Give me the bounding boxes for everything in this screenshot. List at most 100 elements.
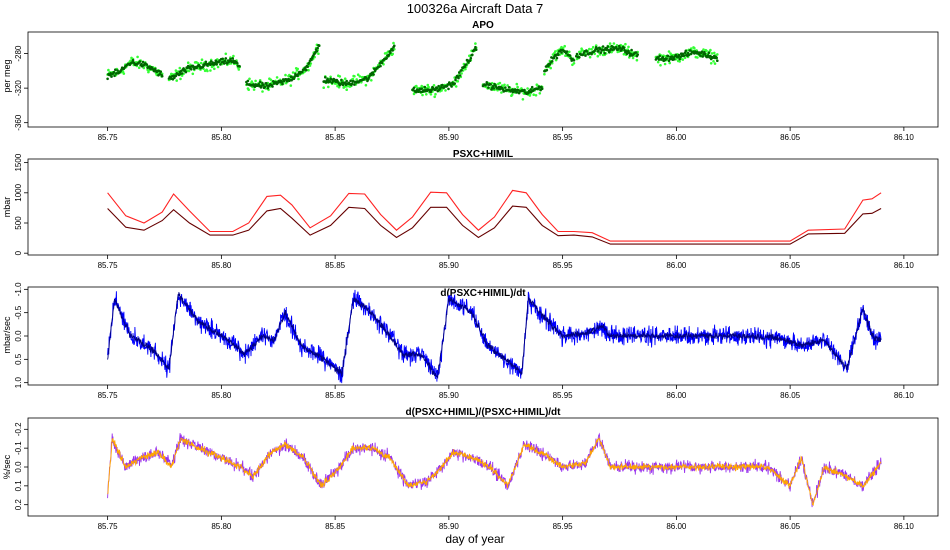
data-point [417,90,420,93]
data-point [584,54,587,57]
x-tick-label: 85.80 [211,391,232,400]
data-point [550,60,554,63]
data-point [206,69,209,73]
data-point [350,82,354,85]
panel-title: APO [472,20,494,31]
data-point [543,72,546,76]
y-tick-label: 0 [14,250,23,255]
data-point [656,56,660,59]
data-point [500,91,503,94]
data-point [578,56,581,59]
data-point [106,77,109,81]
data-point [467,61,470,64]
data-point [393,44,396,48]
data-point [599,51,603,54]
data-point [112,70,116,74]
data-point [627,49,630,53]
data-point [440,89,443,92]
data-point [713,51,716,55]
data-point [147,70,150,74]
data-point [426,83,430,87]
data-point [683,54,686,57]
data-point [693,46,696,50]
x-axis: 85.75 85.80 85.85 85.90 85.95 86.00 86.05 86.10 [98,385,914,400]
data-point [563,44,566,48]
data-point [572,59,576,62]
data-point [681,52,685,56]
data-point [627,45,630,49]
data-point [474,48,478,51]
data-point [281,82,284,86]
data-point [216,65,220,69]
data-point [356,73,360,76]
data-point [355,78,359,81]
data-point [392,41,395,45]
data-point [261,90,264,93]
data-point [231,57,234,60]
x-tick-label: 85.85 [325,261,346,270]
data-point [713,62,717,65]
data-point [437,84,440,88]
data-point [136,55,139,59]
data-point [248,77,251,81]
data-point [138,60,142,63]
y-tick-label: 1500 [14,153,23,171]
data-point [370,79,373,82]
data-point [591,45,595,49]
series-layer [107,432,882,508]
data-point [142,66,146,70]
data-point [444,89,447,92]
data-point [236,62,239,65]
data-point [107,68,110,72]
data-point [316,46,320,50]
series-layer [106,41,719,101]
data-point [588,47,591,51]
data-point [608,51,611,54]
data-point [540,87,544,91]
x-tick-label: 85.85 [325,522,346,531]
plot-area [107,289,882,384]
data-point [678,57,681,61]
y-axis: -360 -320 -280 [14,45,28,131]
data-point [215,62,218,66]
data-point [656,60,660,64]
data-point [345,79,349,83]
data-point [301,70,304,74]
data-point [667,50,671,53]
data-point [180,74,184,77]
data-point [454,78,457,82]
panel-pressure: PSXC+HIMIL mbar 85.75 85.80 85.85 85.90 85.9… [2,149,939,270]
data-point [246,79,250,83]
data-point [608,42,612,45]
data-point [307,61,311,65]
x-tick-label: 86.05 [780,133,801,142]
plot-area [106,41,719,101]
data-point [263,85,267,89]
data-point [446,83,450,86]
data-point [635,58,639,62]
data-point [492,87,496,90]
data-point [560,51,563,54]
data-point [423,85,427,89]
data-point [636,53,639,56]
x-tick-label: 85.80 [211,522,232,531]
data-point [585,50,589,53]
data-point [187,69,191,73]
data-point [174,74,178,78]
data-point [661,55,665,59]
data-point [221,57,224,61]
plot-frame [27,31,939,128]
data-point [529,88,532,91]
data-point [364,83,368,87]
data-point [677,53,681,57]
y-axis-label: per meg [2,59,12,92]
data-point [415,84,418,88]
x-tick-label: 85.75 [98,133,119,142]
data-point [222,62,226,65]
data-point [389,51,392,55]
data-point [280,80,283,84]
data-point [456,80,460,83]
data-point [317,44,321,47]
y-axis-label: %/sec [2,454,12,479]
